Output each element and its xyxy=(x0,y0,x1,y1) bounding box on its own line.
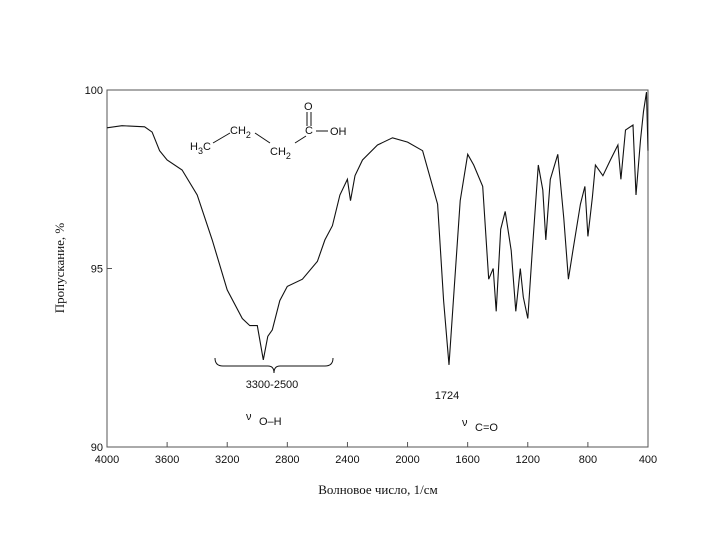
annotation: 3300-2500 xyxy=(246,379,299,391)
structure-label: OH xyxy=(330,126,347,138)
x-tick-label: 1600 xyxy=(455,454,479,466)
x-axis-label: Волновое число, 1/см xyxy=(318,482,438,497)
x-tick-label: 4000 xyxy=(95,454,119,466)
x-tick-label: 400 xyxy=(639,454,657,466)
structure-label: C xyxy=(305,125,313,137)
structure-label: H3C xyxy=(190,141,211,156)
spectrum-line xyxy=(106,92,649,365)
y-tick-label: 100 xyxy=(85,85,103,97)
y-tick-label: 95 xyxy=(91,264,103,276)
structure-label: O xyxy=(304,101,313,113)
vibration-symbol: ν xyxy=(246,411,252,423)
y-axis-label: Пропускание, % xyxy=(52,223,67,314)
structure-bonds xyxy=(212,112,328,144)
structure-label: CH2 xyxy=(230,125,251,140)
x-tick-label: 3200 xyxy=(215,454,239,466)
plot-frame xyxy=(106,89,649,448)
vibration-subscript: C=O xyxy=(475,422,498,434)
vibration-symbol: ν xyxy=(462,417,468,429)
x-tick-label: 2000 xyxy=(395,454,419,466)
x-tick-label: 3600 xyxy=(155,454,179,466)
x-tick-label: 2800 xyxy=(275,454,299,466)
y-tick-label: 90 xyxy=(91,442,103,454)
structure-label: CH2 xyxy=(270,146,291,161)
brace xyxy=(214,357,334,374)
x-tick-label: 1200 xyxy=(516,454,540,466)
vibration-subscript: O–H xyxy=(259,416,282,428)
x-tick-label: 2400 xyxy=(335,454,359,466)
x-tick-label: 800 xyxy=(579,454,597,466)
annotation: 1724 xyxy=(435,390,459,402)
